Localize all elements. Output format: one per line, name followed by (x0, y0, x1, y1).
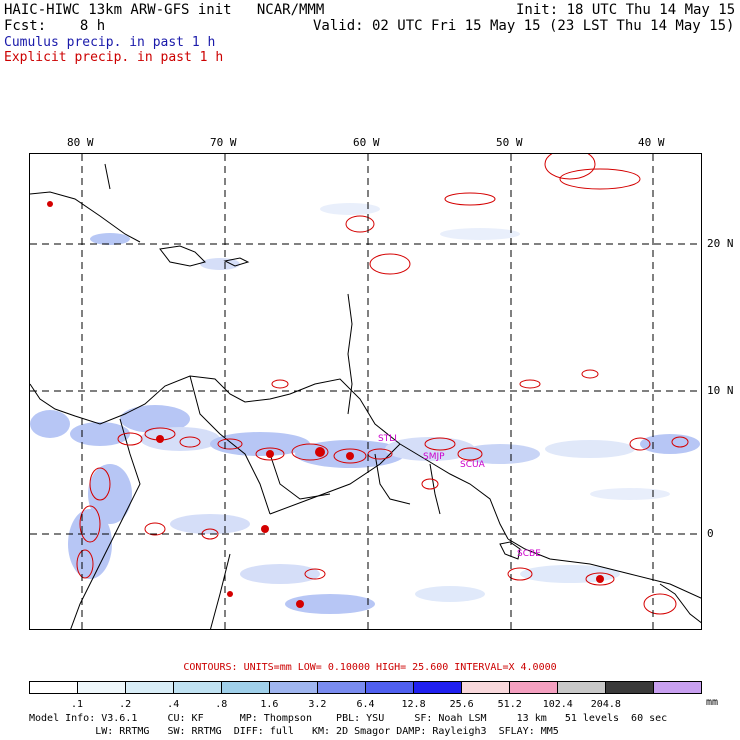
precip-map: STLI SMJP SCUA SCBE (29, 153, 702, 630)
lat-label-10n: 10 N (707, 384, 734, 397)
station-label: SMJP (423, 452, 445, 462)
lon-label-40w: 40 W (638, 136, 665, 149)
lon-label-70w: 70 W (210, 136, 237, 149)
color-scale-tick: .2 (119, 699, 132, 710)
color-scale-cell (30, 682, 78, 693)
color-scale-cell (654, 682, 701, 693)
color-scale-cell (270, 682, 318, 693)
color-scale-cell (606, 682, 654, 693)
color-scale-tick: 3.2 (308, 699, 327, 710)
color-scale-tick: .4 (167, 699, 180, 710)
explicit-precip-cores (47, 201, 604, 608)
color-scale-cell (510, 682, 558, 693)
coastlines (30, 163, 701, 629)
model-title: HAIC-HIWC 13km ARW-GFS init NCAR/MMM (4, 2, 325, 18)
color-scale-tick: 102.4 (542, 699, 573, 710)
color-scale-cell (366, 682, 414, 693)
model-info-line1: Model Info: V3.6.1 CU: KF MP: Thompson P… (29, 713, 668, 724)
lon-label-80w: 80 W (67, 136, 94, 149)
station-label: SCBE (517, 549, 541, 559)
color-scale-cell (174, 682, 222, 693)
color-scale-cell (318, 682, 366, 693)
station-label: STLI (378, 434, 397, 444)
valid-time: Valid: 02 UTC Fri 15 May 15 (23 LST Thu … (313, 18, 735, 34)
map-canvas: STLI SMJP SCUA SCBE (30, 154, 701, 629)
cumulus-legend: Cumulus precip. in past 1 h (4, 35, 216, 50)
lat-label-0: 0 (707, 527, 714, 540)
color-scale-tick: 204.8 (590, 699, 621, 710)
color-scale-units: mm (706, 697, 719, 708)
color-scale-cell (462, 682, 510, 693)
color-scale-tick: 25.6 (449, 699, 474, 710)
color-scale-tick: 51.2 (497, 699, 522, 710)
color-scale-cell (222, 682, 270, 693)
color-scale-cell (78, 682, 126, 693)
color-scale-cell (126, 682, 174, 693)
color-scale-tick: .1 (71, 699, 84, 710)
contours-info: CONTOURS: UNITS=mm LOW= 0.10000 HIGH= 25… (183, 662, 557, 673)
color-scale-tick: .8 (215, 699, 228, 710)
explicit-precip-contours (76, 154, 689, 615)
color-scale-cell (414, 682, 462, 693)
lon-label-60w: 60 W (353, 136, 380, 149)
model-info-line2: LW: RRTMG SW: RRTMG DIFF: full KM: 2D Sm… (29, 726, 559, 737)
explicit-legend: Explicit precip. in past 1 h (4, 50, 224, 65)
color-scale-tick: 12.8 (401, 699, 426, 710)
graticule (30, 154, 701, 629)
color-scale-bar (29, 681, 702, 694)
cumulus-precip-areas (30, 203, 700, 614)
lon-label-50w: 50 W (496, 136, 523, 149)
forecast-hour: Fcst: 8 h (4, 18, 106, 34)
lat-label-20n: 20 N (707, 237, 734, 250)
color-scale-tick: 6.4 (356, 699, 375, 710)
station-label: SCUA (460, 460, 486, 470)
color-scale-cell (558, 682, 606, 693)
init-time: Init: 18 UTC Thu 14 May 15 (516, 2, 736, 18)
color-scale-tick: 1.6 (260, 699, 279, 710)
